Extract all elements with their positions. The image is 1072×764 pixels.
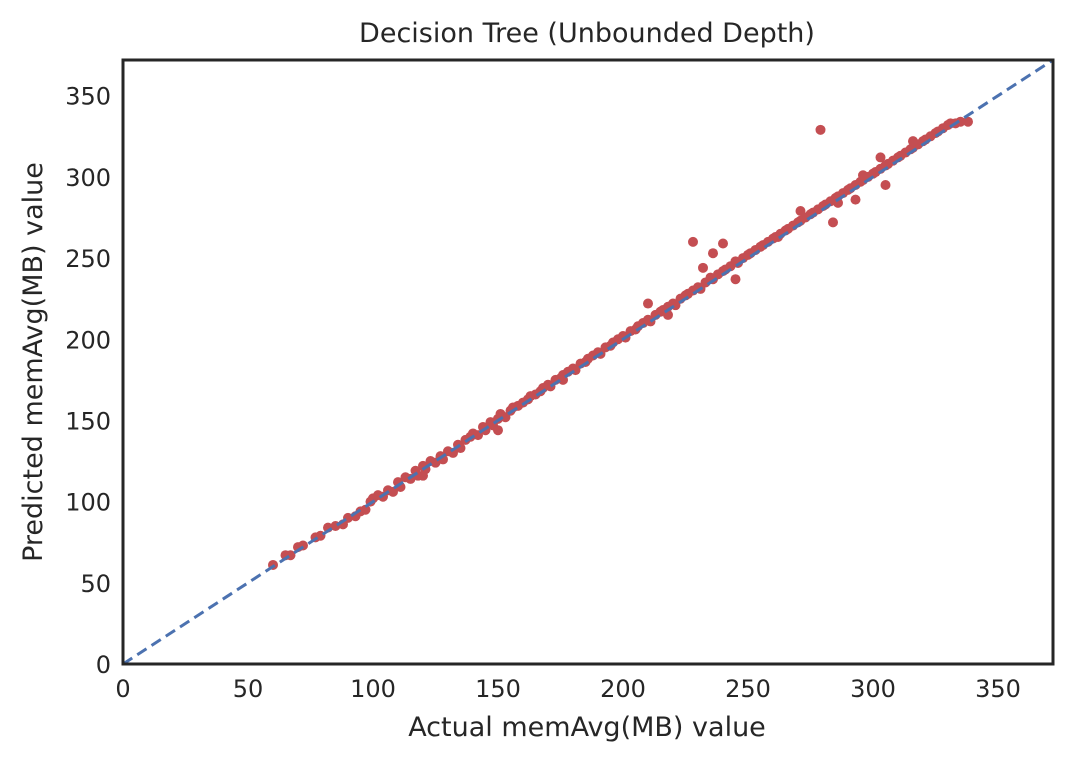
y-tick-label: 300 — [65, 164, 111, 192]
data-point — [963, 116, 973, 127]
data-point — [955, 116, 966, 127]
data-point — [418, 470, 428, 481]
chart-title: Decision Tree (Unbounded Depth) — [359, 18, 815, 49]
y-tick-label: 50 — [80, 570, 111, 598]
data-point — [773, 231, 783, 242]
x-tick-label: 300 — [850, 675, 896, 703]
data-point — [828, 217, 838, 228]
x-tick-label: 250 — [725, 675, 771, 703]
data-point — [730, 274, 741, 285]
data-point — [360, 504, 371, 515]
data-point — [795, 206, 806, 216]
data-point — [448, 447, 458, 458]
y-tick-label: 150 — [65, 407, 111, 435]
data-point — [875, 152, 886, 163]
y-tick-label: 0 — [96, 651, 111, 679]
y-tick-label: 100 — [65, 489, 111, 517]
data-point — [908, 136, 918, 147]
y-tick-label: 200 — [65, 326, 111, 354]
x-tick-label: 350 — [975, 675, 1021, 703]
data-point — [643, 298, 653, 309]
plot-frame — [121, 58, 1055, 666]
identity-reference-line — [123, 60, 1053, 664]
x-tick-label: 0 — [115, 675, 130, 703]
x-tick-label: 100 — [350, 675, 396, 703]
y-tick-label: 250 — [65, 245, 111, 273]
data-point — [688, 236, 698, 247]
data-point — [493, 425, 503, 436]
y-axis-label: Predicted memAvg(MB) value — [18, 162, 49, 562]
data-point — [850, 194, 861, 205]
x-axis-label: Actual memAvg(MB) value — [408, 712, 766, 743]
x-tick-label: 150 — [475, 675, 521, 703]
x-tick-label: 200 — [600, 675, 646, 703]
x-tick-label: 50 — [233, 675, 264, 703]
marks-layer: 0 50 100 150 200 250 300 350 0 50 100 150 200 250 300 3… — [65, 58, 1055, 703]
data-point — [815, 124, 826, 135]
y-tick-label: 350 — [65, 83, 111, 111]
data-point — [388, 486, 398, 497]
data-point — [718, 238, 728, 249]
data-point — [698, 262, 708, 273]
data-point — [708, 248, 718, 259]
data-point — [880, 180, 891, 191]
data-point — [858, 170, 868, 181]
